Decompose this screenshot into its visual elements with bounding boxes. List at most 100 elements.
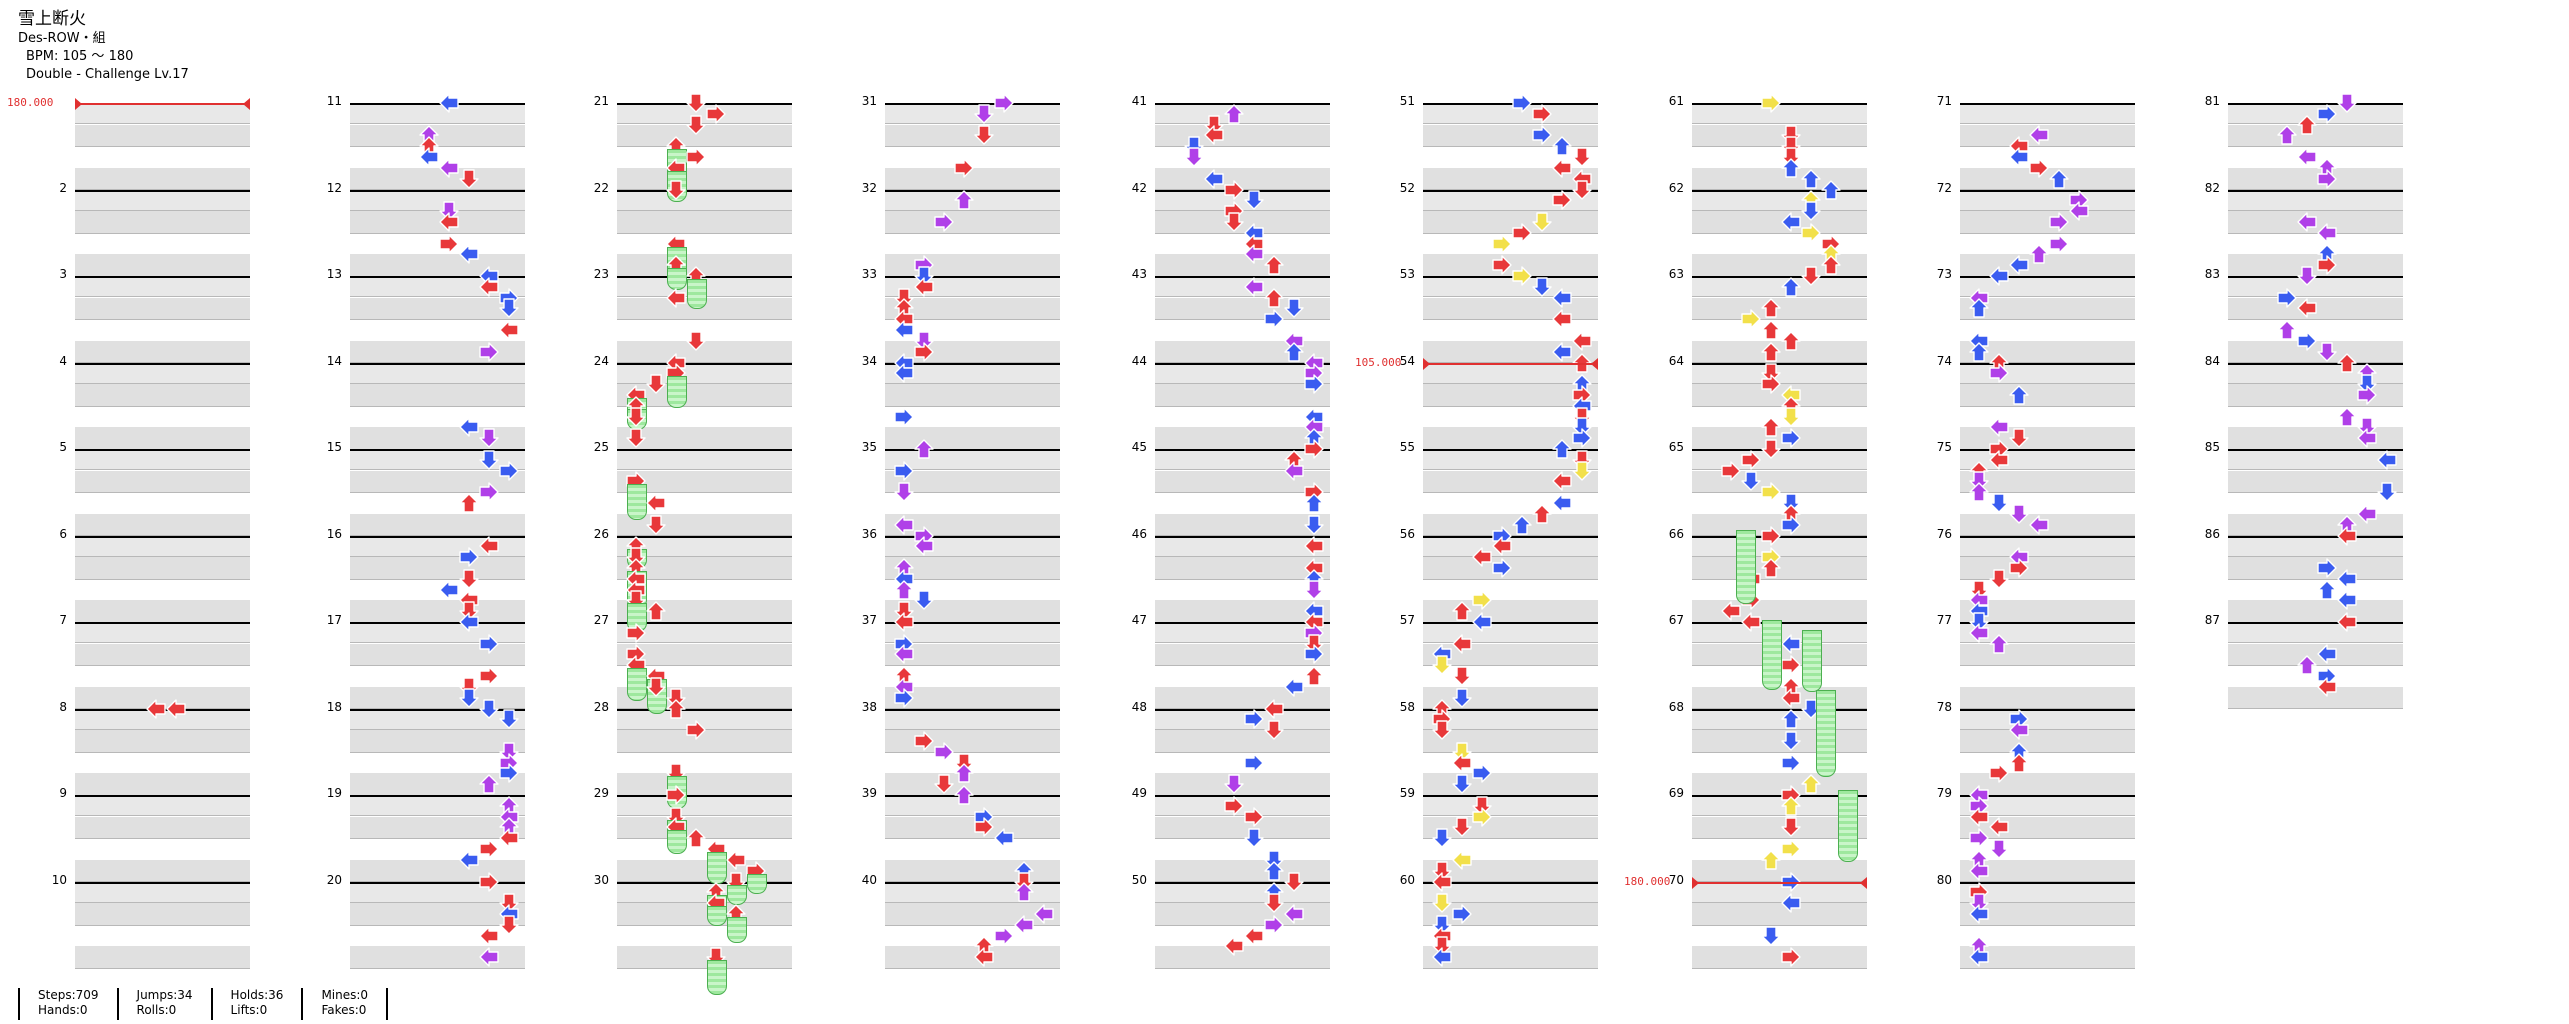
arrow-note: [1571, 460, 1593, 482]
arrow-note: [2316, 643, 2338, 665]
arrow-note: [645, 514, 667, 536]
arrow-note: [2008, 719, 2030, 741]
arrow-note: [1511, 92, 1533, 114]
measure-number: 33: [861, 267, 877, 281]
beat-stripe: [617, 124, 792, 148]
arrow-note: [893, 611, 915, 633]
arrow-note: [1968, 827, 1990, 849]
arrow-note: [625, 546, 647, 568]
beat-stripe: [885, 946, 1060, 968]
arrow-note: [933, 741, 955, 763]
measure-number: 77: [1936, 613, 1952, 627]
arrow-note: [665, 179, 687, 201]
beat-stripe: [885, 557, 1060, 580]
beat-stripe: [75, 624, 250, 643]
arrow-note: [1740, 308, 1762, 330]
arrow-note: [953, 762, 975, 784]
arrow-note: [2316, 579, 2338, 601]
arrow-note: [893, 643, 915, 665]
arrow-note: [458, 492, 480, 514]
arrow-note: [2336, 589, 2358, 611]
arrow-note: [1968, 297, 1990, 319]
beat-stripe: [1692, 903, 1867, 926]
arrow-note: [685, 114, 707, 136]
arrow-note: [498, 914, 520, 936]
arrow-note: [2356, 384, 2378, 406]
beat-stripe: [1960, 384, 2135, 407]
measure-line: [1423, 708, 1598, 711]
arrow-note: [1511, 222, 1533, 244]
measure-number: 8: [59, 699, 67, 714]
arrow-note: [685, 330, 707, 352]
arrow-note: [2316, 557, 2338, 579]
beat-stripe: [75, 946, 250, 968]
measure-number: 53: [1399, 267, 1415, 281]
beat-stripe: [1960, 211, 2135, 234]
beat-stripe: [885, 816, 1060, 840]
arrow-note: [1800, 265, 1822, 287]
measure-number: 86: [2204, 526, 2220, 541]
arrow-note: [685, 92, 707, 114]
arrow-note: [1491, 535, 1513, 557]
arrow-note: [1283, 676, 1305, 698]
beat-stripe: [1960, 946, 2135, 968]
hold-note: [1802, 630, 1822, 692]
beat-stripe: [2228, 451, 2403, 470]
measure-number: 74: [1936, 353, 1952, 368]
arrow-note: [165, 698, 187, 720]
beat-stripe: [1692, 384, 1867, 407]
arrow-note: [1451, 687, 1473, 709]
arrow-note: [2008, 384, 2030, 406]
beat-stripe: [617, 773, 792, 796]
lifts-count: Lifts:0: [230, 1003, 268, 1017]
beat-stripe: [885, 254, 1060, 277]
arrow-note: [438, 200, 460, 222]
measure-line: [350, 708, 525, 711]
arrow-note: [458, 600, 480, 622]
arrow-note: [1760, 481, 1782, 503]
arrow-note: [1720, 460, 1742, 482]
arrow-note: [1760, 297, 1782, 319]
beat-stripe: [75, 124, 250, 148]
measure-number: 32: [861, 180, 877, 195]
beat-stripe: [617, 624, 792, 643]
arrow-note: [1263, 914, 1285, 936]
beat-stripe: [75, 513, 250, 537]
arrow-note: [478, 341, 500, 363]
arrow-note: [685, 719, 707, 741]
measure-number: 34: [861, 353, 877, 368]
bpm-change-label: 180.000: [1624, 874, 1671, 888]
beat-stripe: [617, 537, 792, 557]
arrow-note: [1760, 362, 1782, 384]
measure-line: [1155, 535, 1330, 538]
measure-line: [1692, 189, 1867, 192]
measure-number: 50: [1131, 872, 1147, 887]
measure-line: [617, 362, 792, 365]
measure-number: 63: [1668, 267, 1684, 281]
bpm-marker-left-icon: [75, 98, 82, 110]
arrow-note: [2008, 503, 2030, 525]
beat-stripe: [1423, 364, 1598, 384]
measure-number: 19: [326, 786, 342, 800]
arrow-note: [1988, 449, 2010, 471]
arrow-note: [1451, 633, 1473, 655]
beat-stripe: [1423, 297, 1598, 321]
measure-number: 42: [1131, 180, 1147, 195]
arrow-note: [1968, 903, 1990, 925]
measure-line: [2228, 189, 2403, 192]
arrow-note: [1780, 514, 1802, 536]
beat-stripe: [1692, 124, 1867, 148]
arrow-note: [1780, 795, 1802, 817]
hold-note: [707, 960, 727, 996]
measure-line: [885, 449, 1060, 451]
measure-number: 60: [1399, 872, 1415, 887]
arrow-note: [1243, 827, 1265, 849]
arrow-note: [498, 827, 520, 849]
arrow-note: [2336, 525, 2358, 547]
measure-line: [1423, 449, 1598, 451]
beat-stripe: [1423, 211, 1598, 234]
measure-number: 66: [1668, 526, 1684, 541]
beat-stripe: [617, 730, 792, 753]
arrow-note: [438, 211, 460, 233]
measure-line: [885, 362, 1060, 365]
